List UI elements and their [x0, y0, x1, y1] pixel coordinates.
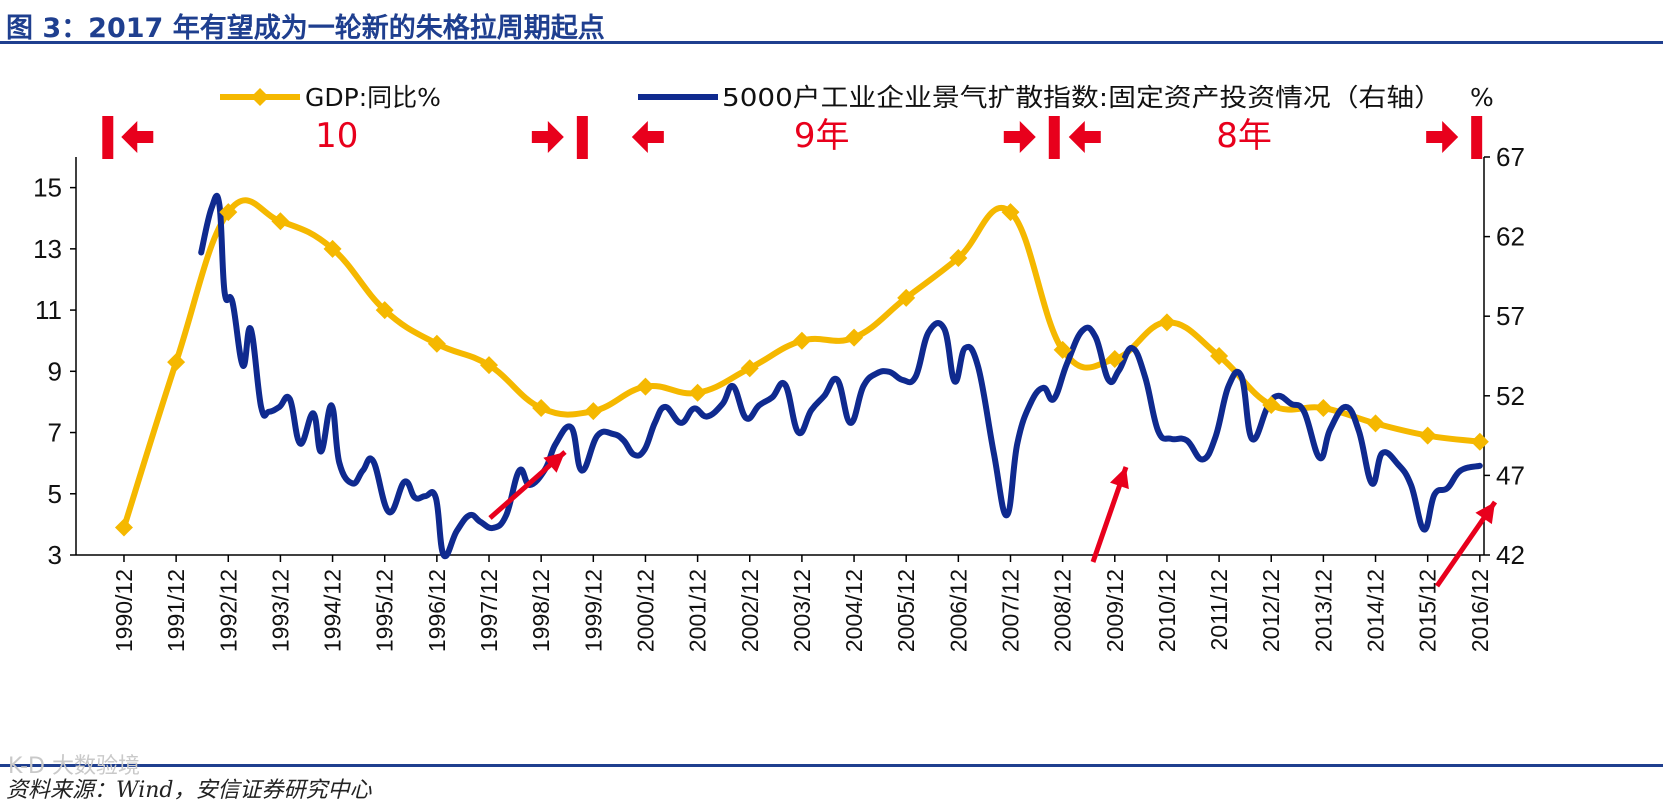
x-tick-label: 2013/12	[1310, 569, 1336, 652]
cycle-start-arrow	[1068, 121, 1101, 153]
series-investment-line	[198, 192, 1483, 560]
x-tick-label: 1991/12	[163, 569, 189, 652]
x-tick-label: 2005/12	[893, 569, 919, 652]
gdp-point	[584, 402, 603, 421]
legend-investment-label: 5000户工业企业景气扩散指数:固定资产投资情况（右轴）	[722, 83, 1442, 112]
x-tick-label: 2008/12	[1050, 569, 1076, 652]
x-tick-label: 2001/12	[685, 569, 711, 652]
gdp-point	[1053, 340, 1072, 359]
x-tick-label: 1990/12	[111, 569, 137, 652]
gdp-point	[1157, 313, 1176, 332]
x-tick-label: 1992/12	[215, 569, 241, 652]
left-tick-label: 5	[48, 479, 62, 509]
right-tick-label: 42	[1496, 540, 1525, 570]
x-tick-label: 2002/12	[737, 569, 763, 652]
cycle-end-arrow	[531, 121, 564, 153]
left-tick-label: 13	[33, 234, 62, 264]
cycle-end-arrow	[1003, 121, 1036, 153]
left-tick-label: 3	[48, 540, 62, 570]
cycle-boundary-bar	[1471, 116, 1483, 159]
x-tick-label: 2009/12	[1102, 569, 1128, 652]
cycle-boundary-bar	[102, 116, 114, 159]
x-tick-label: 2014/12	[1363, 569, 1389, 652]
x-tick-label: 2012/12	[1258, 569, 1284, 652]
gdp-point	[1470, 432, 1489, 451]
x-tick-label: 1999/12	[580, 569, 606, 652]
x-tick-label: 2010/12	[1154, 569, 1180, 652]
gdp-point	[532, 399, 551, 418]
gdp-point	[271, 212, 290, 231]
x-tick-label: 1998/12	[528, 569, 554, 652]
x-tick-label: 2007/12	[997, 569, 1023, 652]
gdp-point	[792, 331, 811, 350]
gdp-point	[1418, 426, 1437, 445]
gdp-point	[1001, 203, 1020, 222]
x-tick-label: 1993/12	[267, 569, 293, 652]
source-note: 资料来源：Wind，安信证券研究中心	[6, 778, 372, 803]
title-rule	[0, 41, 1663, 44]
cycle-boundary-bar	[576, 116, 588, 159]
gdp-point	[740, 359, 759, 378]
right-tick-label: 47	[1496, 460, 1525, 490]
gdp-point	[845, 328, 864, 347]
trend-arrow-head	[1109, 467, 1129, 490]
x-tick-label: 2011/12	[1206, 569, 1232, 650]
gdp-point	[167, 353, 186, 372]
cycle-start-arrow	[121, 121, 154, 153]
x-tick-label: 2016/12	[1467, 569, 1493, 652]
left-tick-label: 15	[33, 173, 62, 203]
footer-rule	[0, 764, 1663, 767]
right-tick-label: 67	[1496, 142, 1525, 172]
cycle-boundary-bar	[1048, 116, 1060, 159]
chart-title: 图 3：2017 年有望成为一轮新的朱格拉周期起点	[6, 13, 605, 44]
trend-arrow-head	[1475, 502, 1495, 525]
x-tick-label: 1996/12	[424, 569, 450, 652]
right-tick-label: 62	[1496, 222, 1525, 252]
cycle-label: 9年	[794, 116, 850, 156]
x-tick-label: 1995/12	[372, 569, 398, 652]
gdp-point	[323, 239, 342, 258]
right-axis-unit: %	[1470, 83, 1494, 112]
left-tick-label: 11	[35, 295, 62, 325]
gdp-point	[427, 334, 446, 353]
gdp-point	[1105, 350, 1124, 369]
cycle-end-arrow	[1426, 121, 1459, 153]
left-tick-label: 7	[48, 418, 62, 448]
right-tick-label: 52	[1496, 381, 1525, 411]
x-tick-label: 2003/12	[789, 569, 815, 652]
x-tick-label: 1994/12	[320, 569, 346, 652]
gdp-point	[897, 288, 916, 307]
gdp-point	[1314, 399, 1333, 418]
cycle-label: 8年	[1216, 116, 1272, 156]
gdp-point	[1210, 347, 1229, 365]
gdp-point	[480, 356, 499, 375]
trend-arrow-head	[543, 452, 565, 473]
left-tick-label: 9	[48, 356, 62, 386]
x-tick-label: 2004/12	[841, 569, 867, 652]
gdp-point	[1366, 414, 1385, 433]
x-tick-label: 1997/12	[476, 569, 502, 652]
watermark: K-D 大数验境	[8, 754, 140, 779]
cycle-start-arrow	[631, 121, 664, 153]
cycle-label: 10	[315, 116, 358, 156]
legend-gdp-label: GDP:同比%	[305, 83, 441, 112]
gdp-point	[219, 203, 238, 222]
x-tick-label: 2006/12	[945, 569, 971, 652]
x-tick-label: 2015/12	[1415, 569, 1441, 652]
gdp-point	[688, 383, 707, 402]
gdp-point	[1262, 395, 1281, 414]
gdp-point	[636, 377, 655, 396]
gdp-point	[949, 249, 968, 268]
gdp-point	[114, 518, 133, 537]
gdp-point	[375, 301, 394, 320]
x-tick-label: 2000/12	[632, 569, 658, 652]
legend-gdp-marker	[251, 88, 269, 106]
right-tick-label: 57	[1496, 301, 1525, 331]
